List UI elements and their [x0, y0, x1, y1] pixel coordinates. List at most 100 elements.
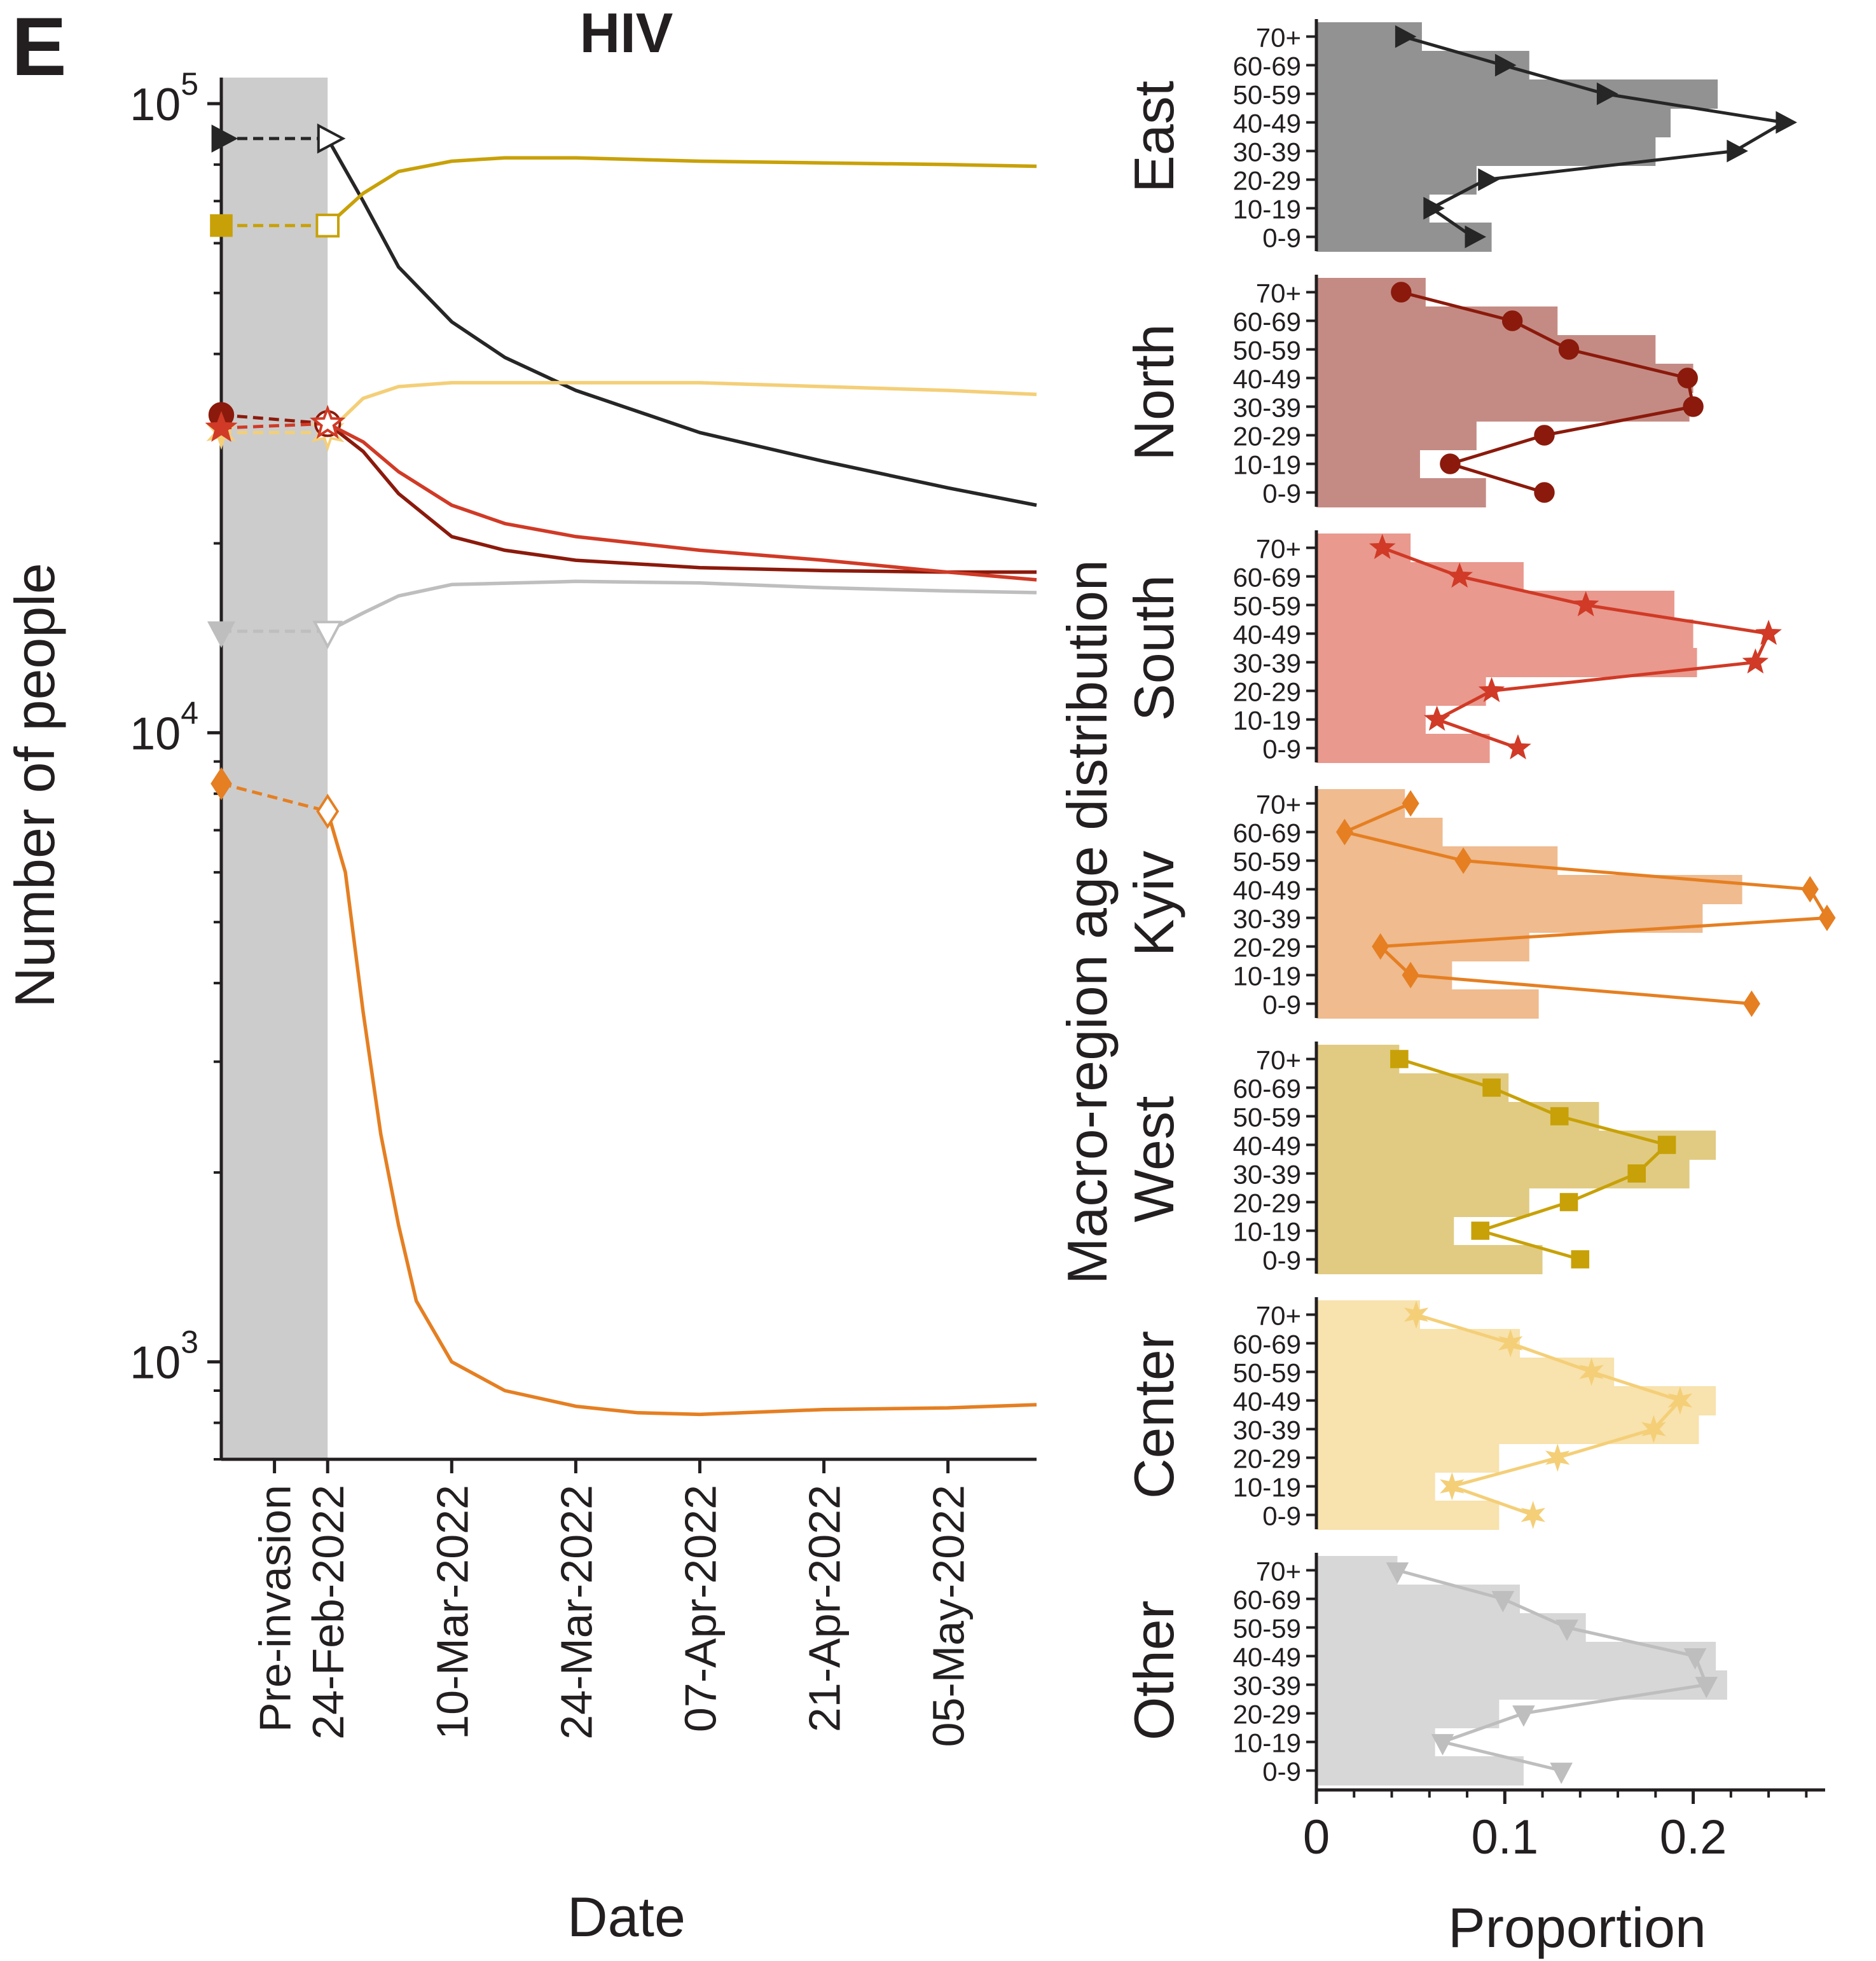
bar: [1316, 789, 1405, 818]
category-label: 50-59: [1233, 847, 1301, 877]
category-label: 20-29: [1233, 1188, 1301, 1218]
category-label: 0-9: [1262, 223, 1301, 253]
bar: [1316, 648, 1697, 677]
distribution-marker: [1471, 1221, 1490, 1240]
series-line: [326, 137, 1037, 507]
category-label: 50-59: [1233, 591, 1301, 621]
bar: [1316, 335, 1656, 364]
category-label: 20-29: [1233, 166, 1301, 196]
bar: [1316, 364, 1693, 393]
bar: [1316, 904, 1703, 933]
bar: [1316, 1756, 1524, 1786]
distribution-marker: [1491, 1591, 1515, 1613]
y-tick-label: 103: [130, 1325, 198, 1389]
age-distribution-axis-label: Macro-region age distribution: [1056, 560, 1119, 1284]
bar: [1316, 1216, 1454, 1246]
region-label: East: [1122, 81, 1185, 193]
distribution-line: [1398, 1057, 1669, 1261]
distribution-marker: [1335, 818, 1353, 846]
distribution-marker: [1534, 482, 1555, 503]
invasion-start-marker: [317, 123, 346, 154]
pre-invasion-connector: [221, 413, 328, 425]
category-label: 70+: [1256, 23, 1301, 53]
pre-invasion-marker: [207, 621, 236, 648]
category-label: 0-9: [1262, 1501, 1301, 1531]
category-label: 0-9: [1262, 1757, 1301, 1787]
series-group: [205, 123, 1037, 1417]
bar: [1316, 1585, 1520, 1614]
proportion-axis: 0 0.1 0.2: [1303, 1768, 1825, 1864]
chart-title: HIV: [580, 1, 673, 64]
category-label: 30-39: [1233, 1160, 1301, 1190]
series-line: [326, 811, 1037, 1417]
bar: [1316, 1245, 1543, 1274]
pre-invasion-connector: [221, 422, 328, 430]
category-label: 20-29: [1233, 422, 1301, 451]
category-label: 30-39: [1233, 1671, 1301, 1701]
series-line: [326, 579, 1037, 633]
distribution-marker: [1571, 1250, 1590, 1269]
series-south: [205, 404, 1037, 582]
bar: [1316, 533, 1411, 563]
distribution-marker: [1423, 196, 1445, 220]
region-label: South: [1122, 575, 1185, 721]
category-label: 30-39: [1233, 137, 1301, 167]
distribution-marker: [1478, 677, 1505, 703]
category-label: 10-19: [1233, 195, 1301, 224]
bar: [1316, 1472, 1435, 1501]
category-label: 0-9: [1262, 479, 1301, 509]
bar: [1316, 734, 1490, 763]
distribution-marker: [1369, 533, 1396, 560]
pre-invasion-connector: [221, 781, 328, 813]
distribution-marker: [1501, 310, 1523, 331]
distribution-marker: [1572, 591, 1599, 617]
distribution-marker: [1801, 876, 1819, 903]
bar: [1316, 846, 1558, 876]
distribution-marker: [1454, 847, 1472, 874]
region-label: North: [1122, 324, 1185, 460]
bar: [1316, 421, 1477, 450]
bar: [1316, 1556, 1398, 1585]
x-tick-label: 21-Apr-2022: [800, 1485, 850, 1732]
distribution-line: [1381, 546, 1770, 750]
distribution-marker: [1550, 1107, 1569, 1125]
category-label: 50-59: [1233, 80, 1301, 110]
bar: [1316, 108, 1671, 137]
region-label: Kyiv: [1122, 851, 1185, 956]
distribution-marker: [1818, 904, 1836, 932]
distribution-marker: [1545, 1443, 1570, 1472]
distribution-marker: [1742, 990, 1760, 1017]
category-label: 20-29: [1233, 1444, 1301, 1474]
bar: [1316, 79, 1718, 109]
invasion-start-marker: [309, 404, 346, 439]
y-tick-exponent: 5: [181, 66, 198, 102]
series-kyiv: [210, 767, 1037, 1417]
category-label: 50-59: [1233, 1103, 1301, 1132]
pre-invasion-marker: [211, 124, 238, 153]
bar: [1316, 1188, 1529, 1217]
bar: [1316, 818, 1443, 847]
bar: [1316, 932, 1529, 961]
category-label: 60-69: [1233, 1585, 1301, 1615]
bar: [1316, 137, 1656, 166]
category-label: 0-9: [1262, 990, 1301, 1020]
category-label: 40-49: [1233, 620, 1301, 650]
distribution-marker: [1465, 225, 1487, 249]
region-panels: 70+60-6950-5940-4930-3920-2910-190-9East…: [1122, 19, 1836, 1787]
bar: [1316, 562, 1524, 591]
category-label: 30-39: [1233, 904, 1301, 934]
category-label: 50-59: [1233, 1358, 1301, 1388]
category-label: 10-19: [1233, 1728, 1301, 1758]
y-tick-exponent: 3: [181, 1325, 198, 1360]
pre-invasion-marker: [205, 411, 238, 442]
bar: [1316, 1300, 1420, 1330]
pre-invasion-marker: [210, 767, 232, 801]
distribution-marker: [1386, 1562, 1409, 1584]
bar: [1316, 1613, 1586, 1642]
